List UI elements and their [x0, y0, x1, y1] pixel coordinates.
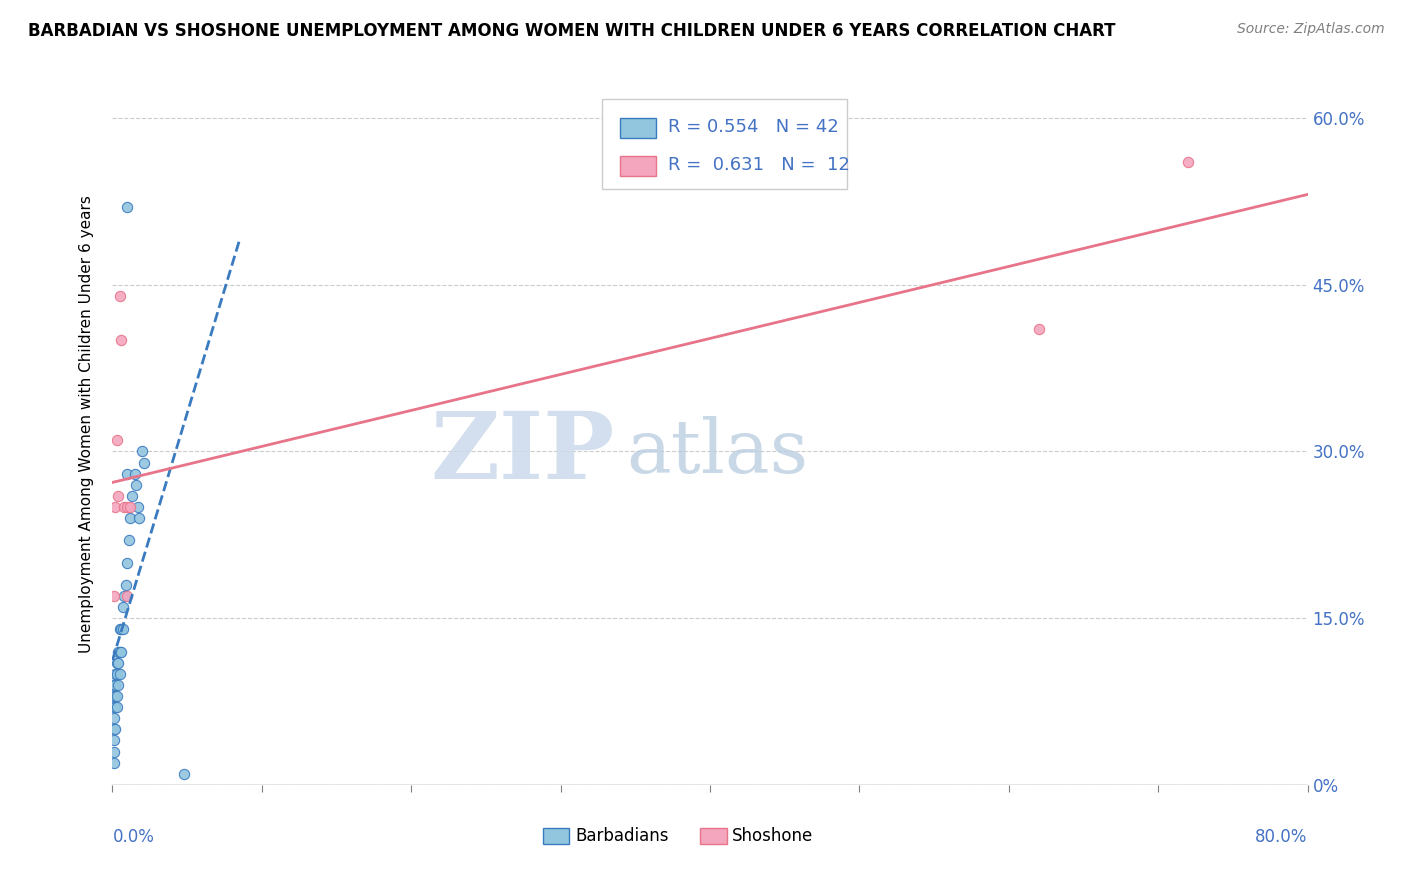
Point: [107, 656, 129, 670]
Point: [1028, 322, 1050, 336]
Point: [105, 656, 128, 670]
Point: [131, 444, 153, 458]
Point: [117, 467, 139, 481]
Text: BARBADIAN VS SHOSHONE UNEMPLOYMENT AMONG WOMEN WITH CHILDREN UNDER 6 YEARS CORRE: BARBADIAN VS SHOSHONE UNEMPLOYMENT AMONG…: [28, 22, 1115, 40]
Point: [108, 644, 131, 658]
Point: [108, 289, 131, 303]
Point: [107, 489, 129, 503]
FancyBboxPatch shape: [543, 829, 569, 844]
Point: [104, 700, 127, 714]
Point: [110, 623, 132, 637]
Point: [117, 500, 139, 514]
Point: [1177, 155, 1199, 169]
FancyBboxPatch shape: [620, 118, 657, 138]
FancyBboxPatch shape: [700, 829, 727, 844]
Point: [107, 678, 129, 692]
Point: [108, 666, 131, 681]
Point: [173, 767, 195, 781]
Point: [104, 689, 127, 703]
Point: [105, 434, 128, 448]
Point: [111, 623, 134, 637]
Point: [120, 511, 142, 525]
FancyBboxPatch shape: [620, 155, 657, 176]
Text: Shoshone: Shoshone: [731, 827, 813, 845]
Text: 80.0%: 80.0%: [1256, 829, 1308, 847]
Point: [103, 678, 125, 692]
Point: [118, 533, 141, 548]
Point: [103, 756, 125, 770]
Text: Source: ZipAtlas.com: Source: ZipAtlas.com: [1237, 22, 1385, 37]
Point: [115, 578, 138, 592]
Point: [104, 678, 127, 692]
Point: [103, 589, 125, 603]
Text: atlas: atlas: [627, 416, 808, 489]
Text: ZIP: ZIP: [430, 408, 614, 498]
Point: [103, 700, 125, 714]
Point: [117, 556, 139, 570]
Point: [103, 711, 125, 725]
Point: [121, 489, 143, 503]
Point: [117, 589, 139, 603]
Y-axis label: Unemployment Among Women with Children Under 6 years: Unemployment Among Women with Children U…: [79, 194, 94, 653]
Point: [105, 689, 128, 703]
Point: [103, 733, 125, 747]
Point: [108, 623, 131, 637]
Point: [124, 467, 146, 481]
Point: [103, 723, 125, 737]
FancyBboxPatch shape: [603, 99, 848, 189]
Point: [103, 745, 125, 759]
Text: R =  0.631   N =  12: R = 0.631 N = 12: [668, 156, 851, 174]
Point: [127, 500, 149, 514]
Point: [103, 689, 125, 703]
Point: [111, 600, 134, 615]
Point: [132, 456, 155, 470]
Point: [114, 589, 135, 603]
Text: Barbadians: Barbadians: [575, 827, 668, 845]
Point: [110, 644, 132, 658]
Point: [110, 334, 132, 348]
Point: [125, 478, 148, 492]
Point: [120, 500, 142, 514]
Text: R = 0.554   N = 42: R = 0.554 N = 42: [668, 119, 839, 136]
Point: [128, 511, 150, 525]
Point: [105, 666, 128, 681]
Point: [104, 500, 127, 514]
Point: [104, 723, 127, 737]
Point: [107, 644, 129, 658]
Text: 0.0%: 0.0%: [112, 829, 155, 847]
Point: [105, 700, 128, 714]
Point: [117, 200, 139, 214]
Point: [114, 500, 135, 514]
Point: [104, 666, 127, 681]
